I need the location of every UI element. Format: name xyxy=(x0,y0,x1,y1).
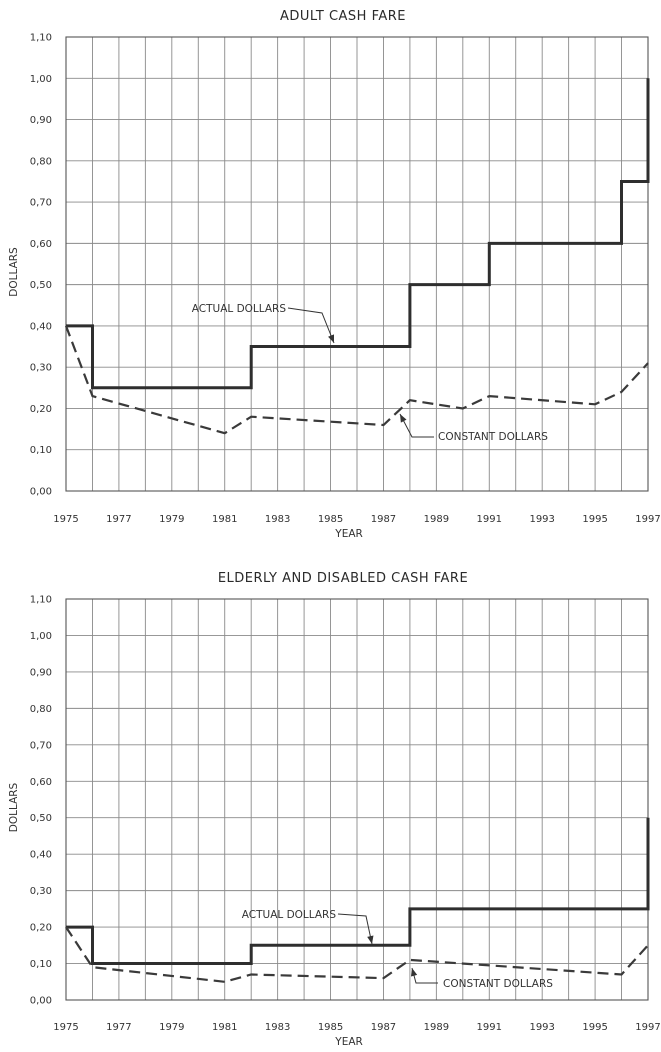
x-tick-label: 1989 xyxy=(424,1022,449,1033)
x-tick-label: 1993 xyxy=(529,1022,554,1033)
y-tick-label: 0,60 xyxy=(30,777,52,788)
actual-dollars-arrowhead xyxy=(328,334,334,343)
x-tick-label: 1975 xyxy=(53,514,78,525)
y-axis-label: DOLLARS xyxy=(8,782,20,832)
x-tick-label: 1985 xyxy=(318,1022,343,1033)
actual-dollars-annotation: ACTUAL DOLLARS xyxy=(192,303,287,315)
x-tick-label: 1979 xyxy=(159,514,184,525)
y-tick-label: 0,20 xyxy=(30,404,52,415)
actual-dollars-line xyxy=(66,78,650,390)
actual-dollars-leader xyxy=(287,307,335,344)
y-tick-label: 0,20 xyxy=(30,923,52,934)
y-tick-label: 0,40 xyxy=(30,321,52,332)
y-tick-label: 1,00 xyxy=(30,74,52,85)
constant-dollars-line xyxy=(65,926,649,983)
y-tick-label: 0,00 xyxy=(30,487,52,498)
x-tick-label: 1997 xyxy=(635,1022,660,1033)
constant-dollars-annotation: CONSTANT DOLLARS xyxy=(438,431,548,443)
y-tick-label: 1,10 xyxy=(30,33,52,44)
x-tick-label: 1989 xyxy=(424,514,449,525)
y-tick-label: 0,70 xyxy=(30,740,52,751)
y-tick-label: 0,70 xyxy=(30,198,52,209)
y-tick-label: 0,50 xyxy=(30,813,52,824)
x-axis-label: YEAR xyxy=(334,1036,363,1048)
constant-dollars-leader xyxy=(411,967,438,984)
x-axis-label: YEAR xyxy=(334,528,363,540)
x-tick-label: 1995 xyxy=(582,514,607,525)
x-tick-label: 1975 xyxy=(53,1022,78,1033)
constant-dollars-annotation: CONSTANT DOLLARS xyxy=(443,978,553,990)
y-tick-label: 0,90 xyxy=(30,115,52,126)
x-tick-label: 1991 xyxy=(477,1022,502,1033)
y-tick-label: 0,10 xyxy=(30,445,52,456)
x-tick-label: 1987 xyxy=(371,1022,396,1033)
constant-dollars-arrowhead xyxy=(400,414,407,423)
x-tick-label: 1997 xyxy=(635,514,660,525)
chart-2: ELDERLY AND DISABLED CASH FARE 0,00 0,10 0,… xyxy=(8,571,661,1048)
constant-dollars-leader xyxy=(399,413,434,438)
y-tick-label: 1,10 xyxy=(30,595,52,606)
constant-dollars-arrowhead xyxy=(410,968,418,977)
actual-dollars-annotation: ACTUAL DOLLARS xyxy=(242,909,337,921)
plot-frame xyxy=(65,598,649,1001)
y-axis-label: DOLLARS xyxy=(8,247,20,297)
chart-title: ADULT CASH FARE xyxy=(280,9,406,24)
y-tick-label: 0,90 xyxy=(30,667,52,678)
chart-1: ADULT CASH FARE 0,00 0,10 0,20 0,30 0,40 0,50 0… xyxy=(8,9,661,540)
x-tick-label: 1991 xyxy=(477,514,502,525)
x-tick-label: 1995 xyxy=(582,1022,607,1033)
x-tick-label: 1993 xyxy=(529,514,554,525)
constant-dollars-line xyxy=(64,325,649,435)
chart-title: ELDERLY AND DISABLED CASH FARE xyxy=(218,571,468,586)
y-tick-label: 0,30 xyxy=(30,886,52,897)
actual-dollars-line xyxy=(66,817,650,965)
actual-dollars-arrowhead xyxy=(367,935,374,944)
y-tick-label: 0,10 xyxy=(30,959,52,970)
y-tick-label: 0,00 xyxy=(30,996,52,1007)
x-tick-label: 1985 xyxy=(318,514,343,525)
x-tick-label: 1983 xyxy=(265,1022,290,1033)
y-tick-label: 1,00 xyxy=(30,631,52,642)
y-tick-label: 0,30 xyxy=(30,363,52,374)
x-tick-label: 1983 xyxy=(265,514,290,525)
y-tick-label: 0,60 xyxy=(30,239,52,250)
x-tick-label: 1981 xyxy=(212,514,237,525)
x-tick-label: 1977 xyxy=(106,1022,131,1033)
plot-frame xyxy=(65,36,649,492)
actual-dollars-leader xyxy=(337,913,373,945)
x-tick-label: 1981 xyxy=(212,1022,237,1033)
y-tick-label: 0,40 xyxy=(30,850,52,861)
y-tick-label: 0,80 xyxy=(30,156,52,167)
x-tick-label: 1979 xyxy=(159,1022,184,1033)
y-tick-label: 0,80 xyxy=(30,704,52,715)
grid-lines xyxy=(65,598,649,1001)
x-tick-label: 1987 xyxy=(371,514,396,525)
y-tick-label: 0,50 xyxy=(30,280,52,291)
x-tick-label: 1977 xyxy=(106,514,131,525)
